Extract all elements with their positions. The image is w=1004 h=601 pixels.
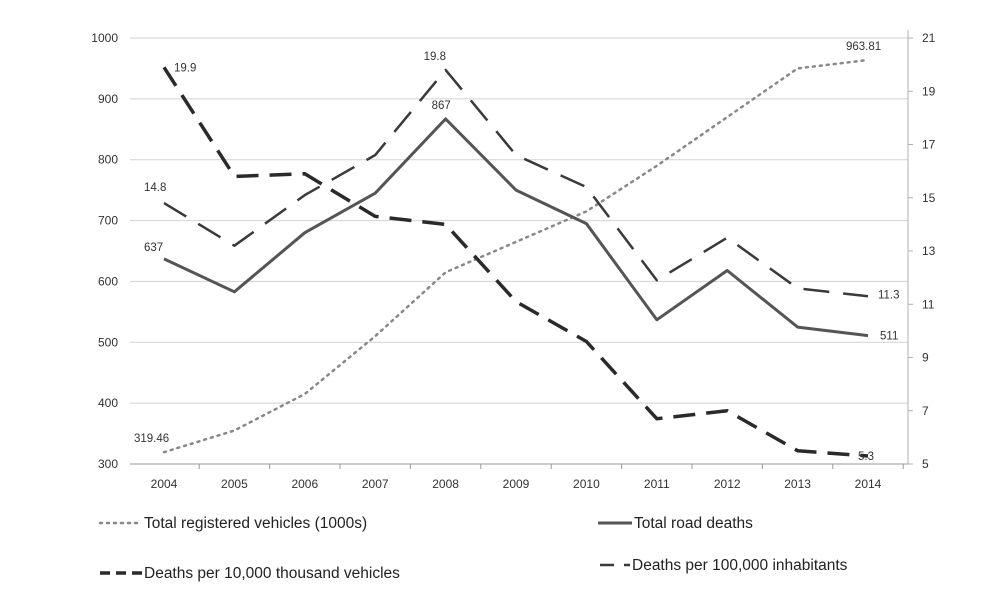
left-axis-tick-label: 800 — [98, 153, 118, 167]
right-axis-tick-label: 5 — [922, 457, 929, 471]
x-axis-tick-label: 2014 — [855, 477, 882, 491]
data-label: 963.81 — [846, 41, 881, 53]
right-axis-tick-label: 9 — [922, 351, 929, 365]
right-axis-tick-label: 21 — [922, 31, 936, 45]
data-label: 319.46 — [134, 433, 169, 445]
left-axis-tick-label: 300 — [98, 457, 118, 471]
legend-label: Total registered vehicles (1000s) — [144, 515, 367, 532]
axes: 300 400 500 600 700 800 900 1000 5 7 9 11 13 15 17 19 21… — [91, 30, 936, 491]
right-axis-tick-label: 11 — [922, 297, 935, 311]
data-label: 14.8 — [144, 182, 166, 194]
x-axis-tick-label: 2013 — [784, 477, 811, 491]
x-axis-tick-label: 2006 — [291, 477, 318, 491]
data-label: 5.3 — [858, 451, 874, 463]
left-axis-tick-label: 400 — [98, 396, 118, 410]
left-axis-tick-label: 900 — [98, 92, 118, 106]
x-axis-tick-label: 2010 — [573, 477, 600, 491]
series-line-1 — [163, 117, 869, 338]
gridlines — [130, 37, 908, 465]
data-label: 19.9 — [174, 62, 196, 74]
left-axis-tick-label: 1000 — [91, 31, 118, 45]
legend-label: Total road deaths — [634, 515, 753, 532]
x-axis-tick-label: 2007 — [362, 477, 389, 491]
data-label: 11.3 — [878, 289, 900, 301]
data-label: 511 — [880, 331, 898, 343]
x-axis-tick-label: 2004 — [151, 477, 178, 491]
right-axis-tick-label: 15 — [922, 191, 936, 205]
x-axis-tick-label: 2009 — [503, 477, 530, 491]
right-axis-tick-label: 13 — [922, 244, 936, 258]
left-axis-tick-label: 700 — [98, 214, 118, 228]
right-axis-tick-label: 19 — [922, 84, 936, 98]
x-axis-tick-label: 2012 — [714, 477, 741, 491]
series-line-3 — [163, 68, 869, 298]
legend-label: Deaths per 10,000 thousand vehicles — [144, 565, 400, 582]
right-axis-tick-label: 17 — [922, 138, 936, 152]
data-label: 867 — [432, 100, 451, 112]
right-axis-tick-label: 7 — [922, 404, 929, 418]
x-axis-tick-label: 2011 — [644, 477, 670, 491]
legend: Total registered vehicles (1000s) Total r… — [98, 515, 848, 582]
series-lines — [162, 58, 870, 458]
data-label: 19.8 — [424, 51, 446, 63]
data-labels: 319.46 963.81 637 867 511 19.9 5.3 14.8 19.8 11.3 — [134, 41, 900, 463]
series-line-0 — [162, 58, 870, 454]
series-line-2 — [162, 66, 869, 458]
x-axis-tick-label: 2008 — [432, 477, 459, 491]
data-label: 637 — [144, 242, 163, 254]
x-axis-tick-label: 2005 — [221, 477, 248, 491]
legend-label: Deaths per 100,000 inhabitants — [632, 557, 848, 574]
left-axis-tick-label: 600 — [98, 274, 118, 288]
left-axis-tick-label: 500 — [98, 335, 118, 349]
